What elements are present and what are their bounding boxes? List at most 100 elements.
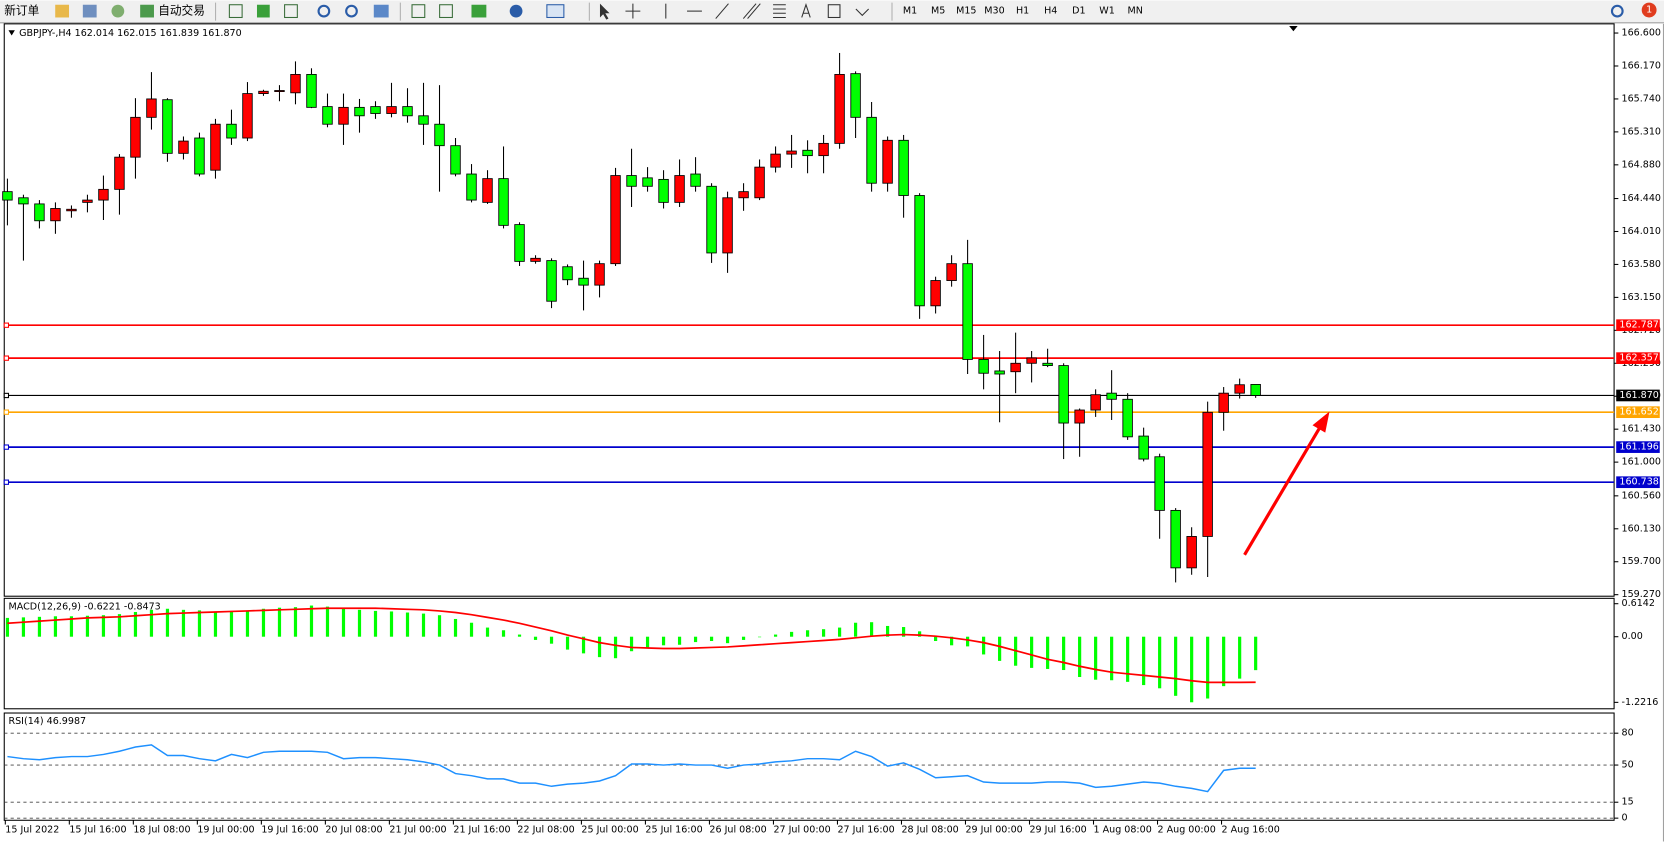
macd-bar [869,622,874,637]
macd-bar [950,636,954,646]
cursor-tool[interactable] [599,3,610,20]
macd-bar [966,636,970,647]
new-order-button[interactable]: 新订单 [4,4,39,18]
icon[interactable] [373,4,389,18]
period-button[interactable]: D1 [1072,6,1085,17]
level-label: 161.196 [1619,442,1658,453]
y-tick-label: 161.430 [1622,424,1661,435]
icon[interactable] [82,4,97,18]
period-button[interactable]: MN [1127,6,1142,17]
candle-body [818,142,829,157]
macd-bar [165,608,170,637]
icon[interactable] [317,4,331,18]
icon[interactable] [509,4,523,18]
period-button[interactable]: M5 [931,6,945,17]
candle-body [1170,509,1181,569]
icon[interactable] [140,4,154,18]
candle-body [18,197,29,205]
panel-frame [3,712,1615,821]
x-tick-label: 19 Jul 16:00 [261,824,318,835]
trendline-tool[interactable] [715,3,729,19]
candle-body [626,175,637,187]
candle-body [578,277,589,286]
macd-bar [85,615,90,637]
macd-bar [773,634,778,637]
macd-bar [437,615,442,637]
period-button[interactable]: M30 [984,6,1004,17]
macd-bar [709,636,714,642]
macd-bar [501,630,506,637]
arrows-tool[interactable] [855,8,870,17]
level-marker [3,479,10,485]
candle-body [1234,384,1245,394]
label-tool[interactable] [827,4,841,19]
icon[interactable] [345,4,358,18]
icon[interactable] [411,4,426,19]
macd-bar [229,610,234,637]
candle-body [1106,392,1117,400]
candle-body [466,173,477,201]
level-label-bg [1616,352,1660,364]
icon[interactable] [111,4,125,18]
level-label: 161.652 [1619,407,1658,418]
icon[interactable] [439,4,453,19]
candle-body [1074,409,1085,424]
fibo-tool[interactable] [773,4,786,19]
macd-bar [565,636,570,650]
level-marker [3,392,10,399]
panel-frame [3,23,1615,597]
period-button[interactable]: M1 [903,6,917,17]
candle-body [98,188,109,201]
icon[interactable] [284,4,298,19]
search-icon[interactable] [1610,4,1624,18]
candle-body [370,106,381,114]
x-tick-label: 26 Jul 08:00 [709,824,766,835]
macd-bar [373,610,378,637]
period-button[interactable]: W1 [1099,6,1115,17]
auto-trading-button[interactable]: 自动交易 [158,4,205,18]
macd-bar [1046,636,1050,669]
icon[interactable] [471,4,487,18]
icon[interactable] [55,4,70,18]
candle-body [274,90,285,92]
icon[interactable] [256,4,270,18]
alert-badge[interactable] [1641,2,1657,18]
candle-body [114,156,125,190]
candle-body [418,115,429,125]
macd-bar [1238,636,1242,679]
x-tick-label: 29 Jul 16:00 [1029,824,1086,835]
crosshair-tool[interactable] [625,3,641,19]
macd-bar [982,636,986,655]
macd-bar [677,636,682,645]
x-tick-label: 27 Jul 00:00 [773,824,830,835]
icon[interactable] [546,4,565,19]
macd-bar [5,617,10,637]
macd-bar [293,607,298,637]
text-tool[interactable] [801,3,811,18]
candle-body [738,191,749,199]
y-tick-label: 160.560 [1622,490,1661,501]
x-tick-label: 15 Jul 16:00 [69,824,126,835]
period-button[interactable]: M15 [956,6,976,17]
macd-bar [533,636,538,640]
icon[interactable] [228,4,243,19]
channel-tool[interactable] [742,3,761,19]
level-marker [3,409,10,415]
macd-bar [453,618,458,637]
candle-body [194,137,205,175]
candle-body [338,106,349,125]
y-tick-label: 159.270 [1622,589,1661,600]
candle-body [1026,357,1037,364]
candle-body [1186,536,1197,569]
y-tick-label: 166.600 [1622,28,1661,39]
candle-body [930,280,941,307]
panel-title: RSI(14) 46.9987 [8,716,86,727]
candle-body [354,106,365,117]
x-tick-label: 19 Jul 00:00 [197,824,254,835]
y-tick-label: 163.580 [1622,259,1661,270]
candle-body [450,145,461,175]
shift-marker [1289,25,1298,32]
period-button[interactable]: H1 [1016,6,1029,17]
period-button[interactable]: H4 [1044,6,1057,17]
x-tick-label: 21 Jul 16:00 [453,824,510,835]
